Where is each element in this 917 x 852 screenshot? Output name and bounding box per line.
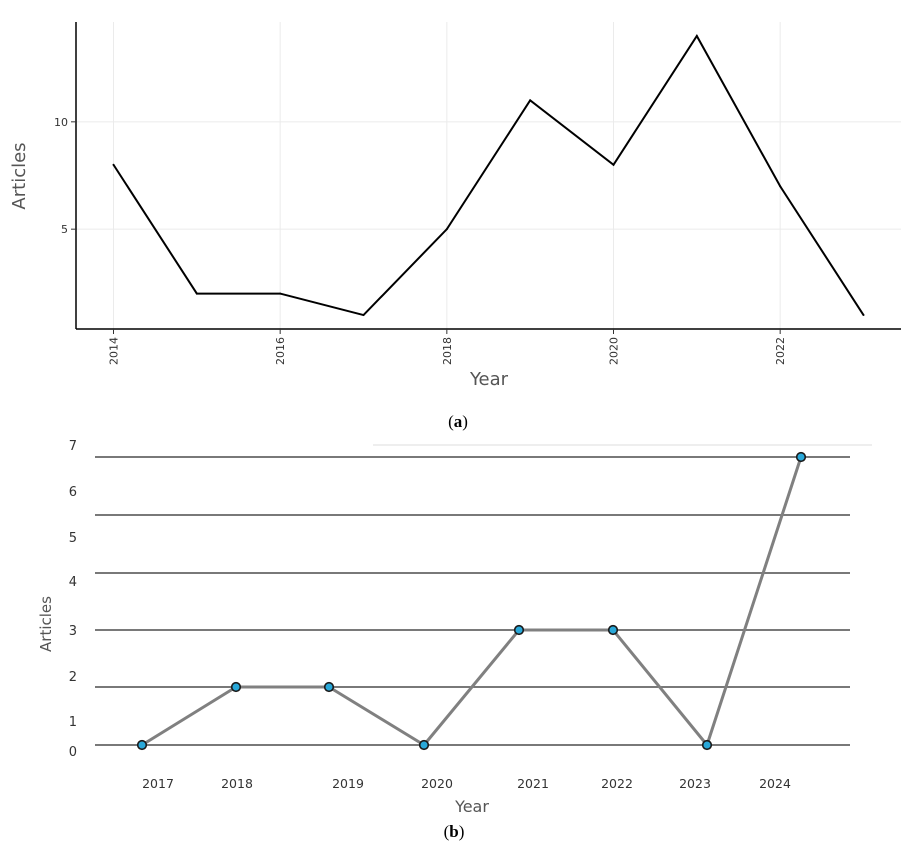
chart-a-point-2020	[612, 163, 615, 166]
chart-b-point-2021	[513, 624, 525, 636]
chart-a: 5 10 2014 2016 2018 2020 2022 Year Articles (…	[9, 22, 901, 431]
chart-b-y-tick-label: 5	[69, 531, 77, 546]
chart-b-caption-open: (	[444, 822, 450, 841]
chart-b-y-tick-label: 6	[69, 485, 77, 500]
chart-a-x-axis-title: Year	[469, 369, 509, 390]
chart-b-point-2024	[795, 451, 807, 463]
chart-a-caption-letter: a	[454, 412, 463, 431]
chart-b-x-tick-label: 2024	[759, 776, 791, 791]
chart-b-point-2019	[323, 681, 335, 693]
chart-b-points	[136, 451, 807, 751]
chart-b-x-tick-label: 2018	[221, 776, 253, 791]
chart-a-point-2021	[695, 34, 698, 37]
chart-a-x-tick-label: 2018	[441, 337, 454, 365]
chart-a-point-2017	[362, 314, 365, 317]
chart-b-gridlines	[95, 456, 850, 746]
chart-a-caption: (a)	[448, 412, 468, 431]
chart-a-point-2014	[112, 163, 115, 166]
chart-a-series-line	[112, 34, 865, 317]
chart-b-y-tick-label: 2	[69, 670, 77, 685]
chart-b-caption-close: )	[459, 822, 465, 841]
chart-b-y-tick-label: 0	[69, 745, 77, 760]
chart-a-y-tick-label: 10	[54, 116, 68, 129]
chart-b-y-tick-label: 1	[69, 715, 77, 730]
chart-a-point-2022	[779, 185, 782, 188]
chart-a-gridlines	[76, 22, 901, 329]
chart-b-x-axis-title: Year	[454, 797, 489, 816]
chart-b-x-tick-label: 2019	[332, 776, 364, 791]
chart-b-x-ticks: 2017 2018 2019 2020 2021 2022 2023 2024	[142, 776, 791, 791]
chart-b-x-tick-label: 2017	[142, 776, 174, 791]
chart-a-x-tick-label: 2016	[274, 337, 287, 365]
chart-a-x-tick-label: 2020	[608, 337, 621, 365]
chart-a-caption-close: )	[462, 412, 468, 431]
chart-a-points	[112, 34, 865, 317]
chart-b-point-2023	[701, 739, 713, 751]
chart-b-y-ticks: 0 1 2 3 4 5 6 7	[69, 439, 77, 760]
chart-a-caption-open: (	[448, 412, 454, 431]
chart-b-y-tick-label: 3	[69, 624, 77, 639]
chart-a-y-ticks: 5 10	[54, 116, 76, 236]
chart-a-point-2016	[279, 292, 282, 295]
chart-a-x-tick-label: 2014	[108, 337, 121, 365]
chart-b-point-2018	[230, 681, 242, 693]
chart-a-x-tick-label: 2022	[774, 337, 787, 365]
chart-b-point-2020	[418, 739, 430, 751]
chart-b: 0 1 2 3 4 5 6 7 2017 2018 2019 2020 2021 2022 2023 202…	[37, 439, 872, 841]
chart-a-point-2023	[862, 314, 865, 317]
chart-a-y-axis-title: Articles	[9, 142, 30, 209]
chart-a-point-2018	[445, 228, 448, 231]
chart-b-caption: (b)	[444, 822, 465, 841]
chart-a-x-ticks: 2014 2016 2018 2020 2022	[108, 329, 787, 365]
chart-a-point-2015	[195, 292, 198, 295]
chart-a-y-tick-label: 5	[61, 223, 68, 236]
chart-b-x-tick-label: 2022	[601, 776, 633, 791]
chart-b-x-tick-label: 2021	[517, 776, 549, 791]
chart-b-y-tick-label: 4	[69, 575, 77, 590]
chart-b-series-line	[141, 456, 803, 747]
chart-b-point-2022	[607, 624, 619, 636]
chart-b-x-tick-label: 2020	[421, 776, 453, 791]
chart-a-point-2019	[529, 99, 532, 102]
chart-b-x-tick-label: 2023	[679, 776, 711, 791]
chart-b-y-axis-title: Articles	[37, 596, 55, 652]
chart-b-y-tick-label: 7	[69, 439, 77, 454]
chart-b-point-2017	[136, 739, 148, 751]
chart-b-caption-letter: b	[449, 822, 458, 841]
